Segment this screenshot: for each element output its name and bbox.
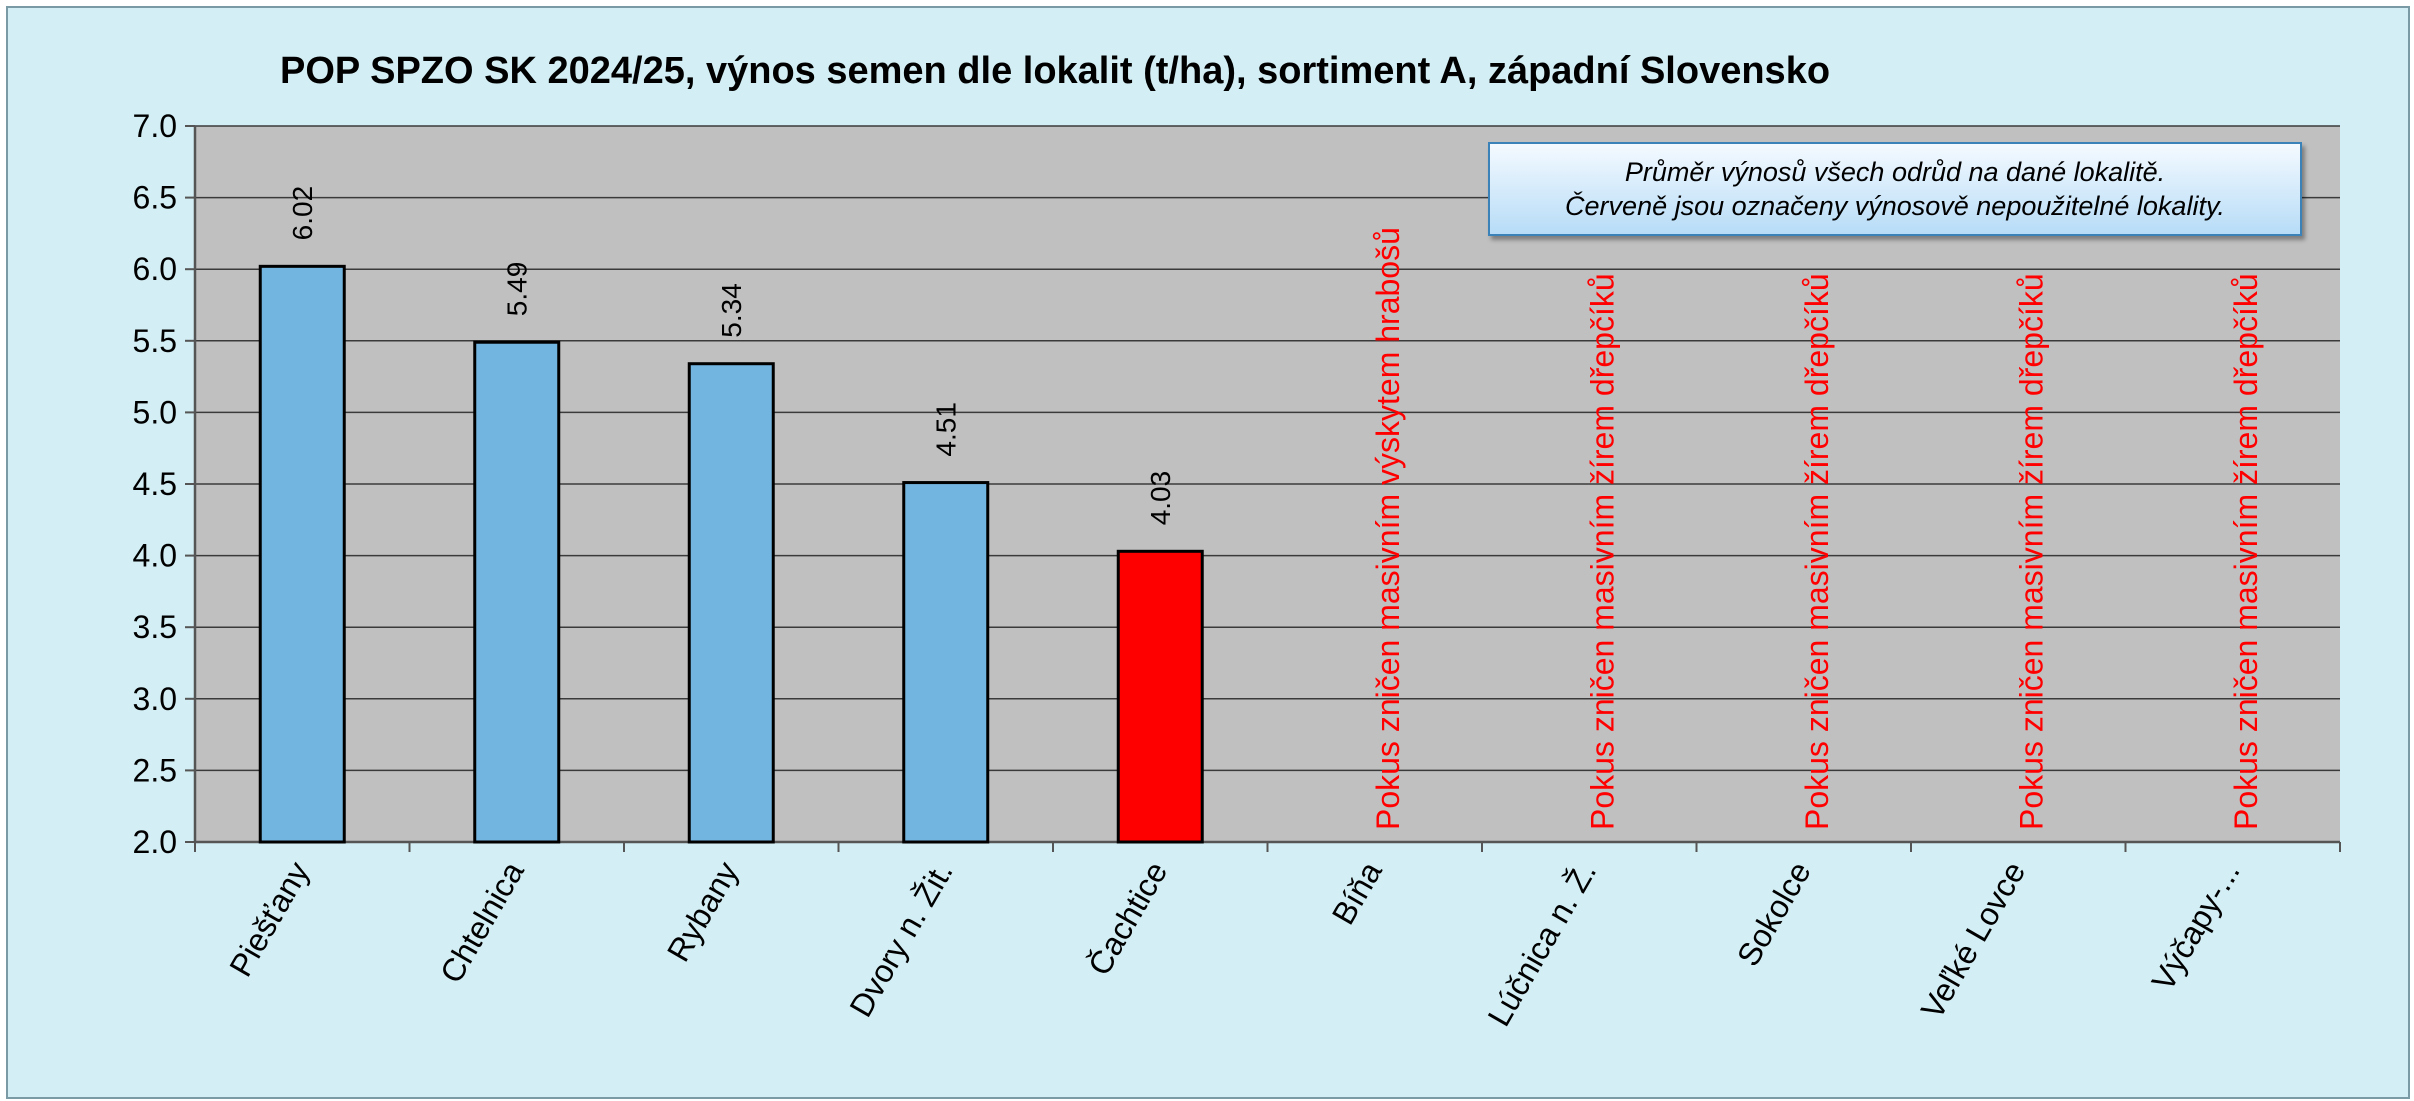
bar [1116,549,1204,844]
y-tick-label: 4.0 [133,538,177,574]
bar [473,340,561,844]
x-tick-label: Dvory n. Žit. [842,856,959,1023]
data-label: 4.51 [931,402,962,457]
x-tick-label: Chtelnica [433,855,531,989]
site-note: Pokus zničen masivním žírem dřepčíků [1584,273,1620,830]
y-tick-label: 5.5 [133,323,177,359]
data-label: 5.34 [716,283,747,338]
category-labels: Piešťany Chtelnica Rybany Dvory n. Žit. Čach… [222,855,2247,1032]
x-tick-label: Sokolce [1730,856,1818,973]
y-tick-label: 2.0 [133,824,177,860]
bar [258,264,346,844]
data-label: 5.49 [502,262,533,317]
annotation-line-2: Červeně jsou označeny výnosově nepoužite… [1565,191,2225,221]
annotation-box: Průměr výnosů všech odrůd na dané lokali… [1488,142,2302,236]
y-axis: 2.0 2.5 3.0 3.5 4.0 4.5 5.0 5.5 6.0 6.5 7.0 [133,108,197,860]
x-tick-label: Veľké Lovce [1914,856,2033,1025]
x-tick-label: Bíňa [1325,855,1389,930]
x-tick-label: Rybany [660,856,745,968]
data-labels: 6.02 5.49 5.34 4.51 4.03 [287,186,1176,525]
y-tick-label: 6.0 [133,251,177,287]
chart-title: POP SPZO SK 2024/25, výnos semen dle lok… [280,50,1830,92]
y-tick-label: 5.0 [133,394,177,430]
bars [258,264,1204,844]
data-label: 4.03 [1145,471,1176,526]
y-tick-label: 2.5 [133,752,177,788]
annotation-line-1: Průměr výnosů všech odrůd na dané lokali… [1624,157,2166,187]
y-tick-label: 6.5 [133,180,177,216]
x-tick-label: Čachtice [1081,856,1174,982]
x-tick-label: Výčapy-... [2145,856,2247,997]
y-tick-label: 3.5 [133,609,177,645]
bar [687,362,775,844]
x-tick-label: Piešťany [222,856,316,983]
x-axis [194,840,2341,852]
site-notes: Pokus zničen masivním výskytem hrabošů Po… [1370,227,2264,830]
y-tick-label: 4.5 [133,466,177,502]
y-tick-label: 3.0 [133,681,177,717]
bar [902,481,990,844]
site-note: Pokus zničen masivním výskytem hrabošů [1370,227,1406,830]
site-note: Pokus zničen masivním žírem dřepčíků [1799,273,1835,830]
x-tick-label: Lúčnica n. Ž. [1481,856,1604,1033]
site-note: Pokus zničen masivním žírem dřepčíků [2228,273,2264,830]
site-note: Pokus zničen masivním žírem dřepčíků [2013,273,2049,830]
data-label: 6.02 [287,186,318,241]
y-tick-label: 7.0 [133,108,177,144]
